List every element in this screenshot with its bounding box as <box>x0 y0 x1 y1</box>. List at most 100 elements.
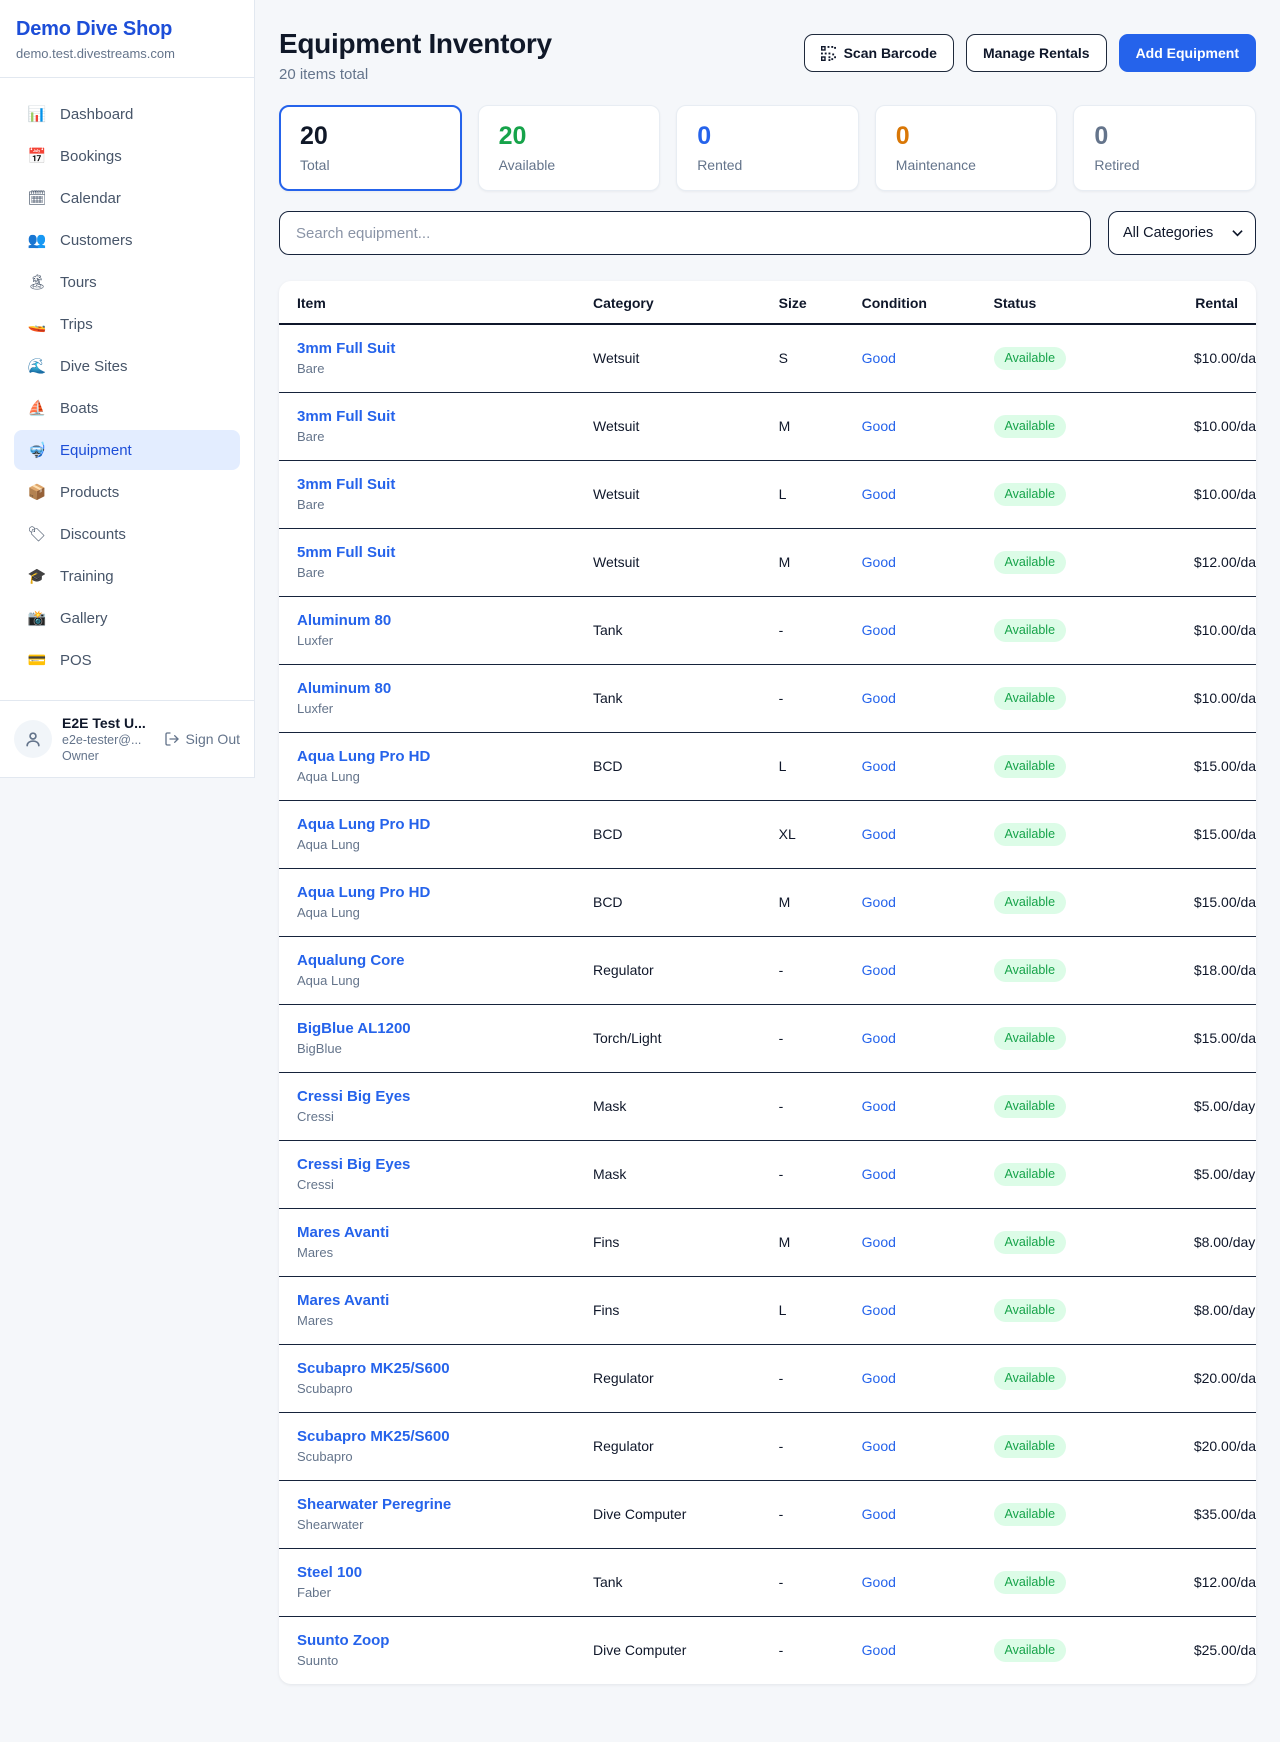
rental-cell: $15.00/day <box>1177 867 1256 936</box>
condition-link[interactable]: Good <box>861 622 896 638</box>
stat-label: Maintenance <box>895 157 976 173</box>
sidebar-item-customers[interactable]: 👥 Customers <box>14 220 240 260</box>
rental-cell: $25.00/day <box>1177 1615 1256 1684</box>
category-cell: Regulator <box>576 935 763 1004</box>
item-brand: Luxfer <box>297 701 334 716</box>
size-cell: - <box>762 935 846 1004</box>
condition-link[interactable]: Good <box>861 1574 896 1590</box>
sidebar-item-pos[interactable]: 💳 POS <box>14 640 240 680</box>
category-cell: Mask <box>576 1071 763 1140</box>
item-name-link[interactable]: Shearwater Peregrine <box>297 1496 452 1513</box>
condition-link[interactable]: Good <box>861 554 896 570</box>
status-badge: Available <box>993 414 1067 438</box>
condition-link[interactable]: Good <box>861 962 896 978</box>
table-row: Scubapro MK25/S600 Scubapro Regulator - … <box>279 1411 1256 1480</box>
rental-cell: $15.00/day <box>1177 1003 1256 1072</box>
sidebar-item-products[interactable]: 📦 Products <box>14 472 240 512</box>
item-name-link[interactable]: 3mm Full Suit <box>297 476 396 493</box>
sidebar-item-tours[interactable]: 🏝 Tours <box>14 262 240 302</box>
item-name-link[interactable]: Aqua Lung Pro HD <box>297 748 431 765</box>
stat-label: Total <box>300 157 330 173</box>
condition-link[interactable]: Good <box>861 826 896 842</box>
add-equipment-button[interactable]: Add Equipment <box>1118 34 1256 72</box>
item-name-link[interactable]: Aqua Lung Pro HD <box>297 884 431 901</box>
stat-card-total[interactable]: 20 Total <box>279 105 462 191</box>
dashboard-icon: 📊 <box>27 106 47 123</box>
item-name-link[interactable]: Mares Avanti <box>297 1292 390 1309</box>
sidebar-item-dashboard[interactable]: 📊 Dashboard <box>14 94 240 134</box>
item-name-link[interactable]: Steel 100 <box>297 1564 363 1581</box>
condition-link[interactable]: Good <box>861 418 896 434</box>
table-row: Scubapro MK25/S600 Scubapro Regulator - … <box>279 1343 1256 1412</box>
category-select[interactable]: All Categories <box>1108 211 1256 255</box>
sidebar-item-equipment[interactable]: 🤿 Equipment <box>14 430 240 470</box>
item-name-link[interactable]: Scubapro MK25/S600 <box>297 1360 450 1377</box>
calendar-icon: 🗓 <box>27 190 47 207</box>
sign-out-button[interactable]: Sign Out <box>164 731 240 747</box>
table-row: Suunto Zoop Suunto Dive Computer - Good … <box>279 1615 1256 1684</box>
stat-card-maintenance[interactable]: 0 Maintenance <box>874 105 1058 191</box>
size-cell: - <box>762 1547 846 1616</box>
size-cell: - <box>762 1479 846 1548</box>
pos-icon: 💳 <box>27 652 47 669</box>
condition-link[interactable]: Good <box>861 1302 896 1318</box>
stat-card-retired[interactable]: 0 Retired <box>1073 105 1256 191</box>
item-name-link[interactable]: Aluminum 80 <box>297 680 392 697</box>
item-name-link[interactable]: Cressi Big Eyes <box>297 1088 411 1105</box>
item-name-link[interactable]: Cressi Big Eyes <box>297 1156 411 1173</box>
condition-link[interactable]: Good <box>861 1370 896 1386</box>
size-cell: M <box>762 527 846 596</box>
category-cell: Regulator <box>576 1343 763 1412</box>
table-header: Item Category Size Condition Status Rent… <box>279 281 1256 325</box>
sidebar-item-dive-sites[interactable]: 🌊 Dive Sites <box>14 346 240 386</box>
condition-link[interactable]: Good <box>861 758 896 774</box>
condition-link[interactable]: Good <box>861 894 896 910</box>
item-name-link[interactable]: Scubapro MK25/S600 <box>297 1428 450 1445</box>
condition-link[interactable]: Good <box>861 1098 896 1114</box>
condition-link[interactable]: Good <box>861 1506 896 1522</box>
condition-link[interactable]: Good <box>861 1642 896 1659</box>
column-header-rental: Rental <box>1177 281 1256 325</box>
user-email: e2e-tester@... <box>62 733 142 747</box>
stat-label: Available <box>498 157 556 173</box>
sidebar: Demo Dive Shop demo.test.divestreams.com… <box>0 0 255 778</box>
sidebar-item-training[interactable]: 🎓 Training <box>14 556 240 596</box>
condition-link[interactable]: Good <box>861 1166 896 1182</box>
item-name-link[interactable]: BigBlue AL1200 <box>297 1020 411 1037</box>
sidebar-item-bookings[interactable]: 📅 Bookings <box>14 136 240 176</box>
condition-link[interactable]: Good <box>861 690 896 706</box>
chevron-down-icon <box>1232 230 1243 237</box>
sidebar-item-trips[interactable]: 🚤 Trips <box>14 304 240 344</box>
manage-rentals-label: Manage Rentals <box>982 45 1090 61</box>
item-name-link[interactable]: Suunto Zoop <box>297 1632 390 1650</box>
scan-barcode-button[interactable]: Scan Barcode <box>803 34 954 72</box>
products-icon: 📦 <box>27 484 47 501</box>
manage-rentals-button[interactable]: Manage Rentals <box>965 34 1107 72</box>
stat-card-rented[interactable]: 0 Rented <box>676 105 859 191</box>
condition-link[interactable]: Good <box>861 1234 896 1250</box>
condition-link[interactable]: Good <box>861 486 896 502</box>
condition-link[interactable]: Good <box>861 350 896 367</box>
item-name-link[interactable]: 3mm Full Suit <box>297 408 396 425</box>
search-input[interactable] <box>279 211 1091 255</box>
sidebar-item-calendar[interactable]: 🗓 Calendar <box>14 178 240 218</box>
sidebar-item-boats[interactable]: ⛵ Boats <box>14 388 240 428</box>
item-name-link[interactable]: Mares Avanti <box>297 1224 390 1241</box>
status-badge: Available <box>993 1502 1067 1526</box>
size-cell: M <box>762 1207 846 1276</box>
item-brand: BigBlue <box>297 1041 342 1056</box>
sidebar-item-discounts[interactable]: 🏷 Discounts <box>14 514 240 554</box>
item-name-link[interactable]: Aqua Lung Pro HD <box>297 816 431 833</box>
status-badge: Available <box>993 550 1067 574</box>
item-name-link[interactable]: Aluminum 80 <box>297 612 392 629</box>
stat-card-available[interactable]: 20 Available <box>477 105 661 191</box>
status-badge: Available <box>993 346 1067 370</box>
condition-link[interactable]: Good <box>861 1438 896 1454</box>
condition-link[interactable]: Good <box>861 1030 896 1046</box>
sidebar-item-gallery[interactable]: 📸 Gallery <box>14 598 240 638</box>
item-name-link[interactable]: 5mm Full Suit <box>297 544 396 561</box>
rental-cell: $10.00/day <box>1177 595 1256 664</box>
item-name-link[interactable]: Aqualung Core <box>297 952 405 969</box>
item-brand: Aqua Lung <box>297 769 360 784</box>
item-name-link[interactable]: 3mm Full Suit <box>297 340 396 358</box>
